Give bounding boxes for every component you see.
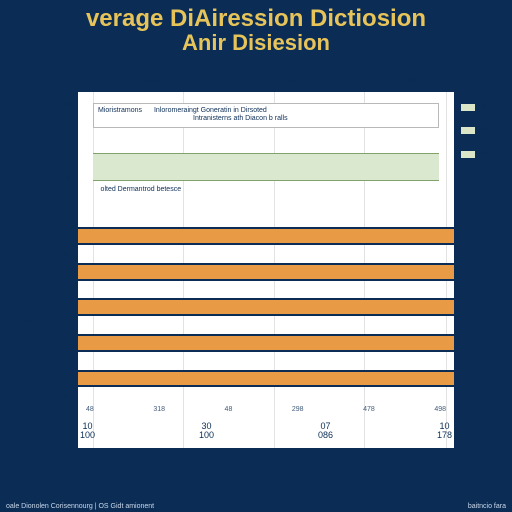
- x-bottom-tick-label: 100: [199, 431, 214, 440]
- y-tick-label: 88: [61, 100, 70, 109]
- x-bottom-tick: 10100: [80, 422, 95, 441]
- x-bottom-tick: 10178: [437, 422, 452, 441]
- y-axis-tick-labels: 88 88 38 ol: [38, 100, 70, 400]
- x-axis-top-ticks: 178 1378 08: [144, 76, 418, 86]
- bar: [78, 298, 454, 316]
- legend-item: Mioristramons: [98, 107, 142, 116]
- x-bottom-tick-label: 178: [437, 431, 452, 440]
- title-line-2: Anir Disiesion: [0, 31, 512, 54]
- marker-swatch-icon: [460, 126, 476, 135]
- x-bottom-tick: 30100: [199, 422, 214, 441]
- x-bottom-tick: 07086: [318, 422, 333, 441]
- x-bottom-tick-label: 100: [80, 431, 95, 440]
- slide-root: verage DiAiression Dictiosion Anir Disie…: [0, 0, 512, 512]
- bar: [78, 370, 454, 388]
- x-bottom-tick-label: 086: [318, 431, 333, 440]
- x-top-tick-label: 1378: [274, 76, 294, 86]
- x-top-tick-label: 178: [144, 76, 159, 86]
- right-side-markers: 08 08 08: [460, 96, 487, 166]
- x-minor-tick-label: 318: [153, 406, 165, 413]
- x-minor-tick-label: 498: [434, 406, 446, 413]
- reference-band-label: olted Dermantrod betesce: [101, 186, 182, 193]
- marker-label: 08: [478, 103, 487, 112]
- x-minor-tick-label: 478: [363, 406, 375, 413]
- x-minor-tick-label: 298: [292, 406, 304, 413]
- slide-footer: oale Dionolen Corisennourg | OS Gidt ami…: [6, 503, 506, 510]
- marker-swatch-icon: [460, 150, 476, 159]
- footer-right: baitncio fara: [468, 503, 506, 510]
- reference-band: [93, 153, 439, 181]
- y-tick-label: ol: [64, 391, 70, 400]
- marker-label: 08: [478, 150, 487, 159]
- right-marker: 08: [460, 150, 487, 159]
- title-block: verage DiAiression Dictiosion Anir Disie…: [0, 0, 512, 54]
- bar: [78, 227, 454, 245]
- y-tick-label: 88: [61, 175, 70, 184]
- bar: [78, 334, 454, 352]
- chart-plot-area: Mioristramons Inloromeraingt Goneratin in…: [78, 92, 454, 448]
- legend-item: Inloromeraingt Goneratin in Dirsoted: [154, 107, 267, 116]
- bar: [78, 263, 454, 281]
- chart-frame: Mioristramons Inloromeraingt Goneratin in…: [76, 90, 456, 450]
- x-top-tick-label: 08: [408, 76, 418, 86]
- x-axis-bottom-ticks: 10100 30100 07086 10178: [80, 422, 452, 441]
- marker-swatch-icon: [460, 103, 476, 112]
- footer-left: oale Dionolen Corisennourg | OS Gidt ami…: [6, 503, 154, 510]
- right-marker: 08: [460, 103, 487, 112]
- chart-legend: Mioristramons Inloromeraingt Goneratin in…: [93, 103, 439, 129]
- x-minor-tick-label: 48: [86, 406, 94, 413]
- y-tick-label: 38: [61, 250, 70, 259]
- x-axis-minor-ticks: 48 318 48 298 478 498: [86, 406, 446, 413]
- y-axis-label: Inger - 157: [22, 274, 33, 324]
- legend-item: Intranisterns ath Diacon b ralls: [98, 115, 434, 124]
- title-line-1: verage DiAiression Dictiosion: [0, 6, 512, 31]
- right-marker: 08: [460, 126, 487, 135]
- x-minor-tick-label: 48: [225, 406, 233, 413]
- marker-label: 08: [478, 126, 487, 135]
